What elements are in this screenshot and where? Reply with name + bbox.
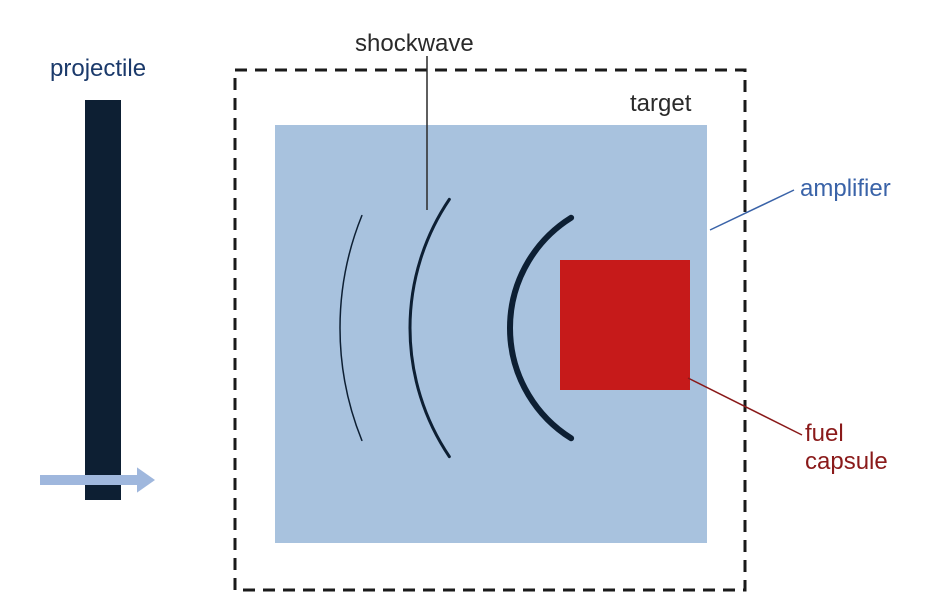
label-shockwave: shockwave [355, 30, 474, 58]
label-target: target [630, 90, 691, 118]
label-fuel: fuel capsule [805, 420, 888, 475]
leader-amplifier [710, 190, 794, 230]
motion-arrow-head [137, 467, 155, 492]
fuel-capsule [560, 260, 690, 390]
label-amplifier: amplifier [800, 175, 891, 203]
projectile-bar [85, 100, 121, 500]
diagram-stage [0, 0, 941, 614]
label-projectile: projectile [50, 55, 146, 83]
